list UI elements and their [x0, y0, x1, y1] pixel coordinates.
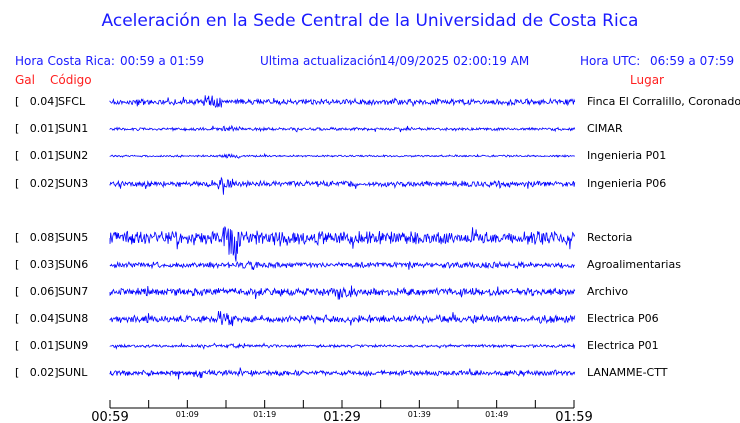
station-place: Agroalimentarias — [587, 258, 681, 271]
station-place: Electrica P01 — [587, 339, 659, 352]
seismic-trace — [109, 95, 576, 109]
gal-column-header: Gal — [15, 73, 35, 87]
update-label: Ultima actualización: — [260, 54, 386, 68]
station-place: Finca El Corralillo, Coronado — [587, 95, 740, 108]
station-gal: [ 0.01] — [15, 122, 59, 135]
station-place: Rectoria — [587, 231, 633, 244]
station-place: LANAMME-CTT — [587, 366, 668, 379]
station-code: SUN8 — [58, 312, 89, 325]
station-place: CIMAR — [587, 122, 623, 135]
station-code: SUN3 — [58, 177, 89, 190]
seismic-trace — [109, 311, 576, 327]
station-place: Ingenieria P01 — [587, 149, 667, 162]
station-code: SUN2 — [58, 149, 89, 162]
seismic-trace — [109, 226, 576, 262]
seismic-trace — [109, 152, 575, 159]
station-gal: [ 0.04] — [15, 312, 59, 325]
station-code: SFCL — [58, 95, 86, 108]
time-tick-label: 01:09 — [176, 410, 199, 419]
update-value: 14/09/2025 02:00:19 AM — [380, 54, 530, 68]
station-code: SUN6 — [58, 258, 89, 271]
time-tick-label: 01:39 — [408, 410, 431, 419]
seismic-trace — [109, 124, 576, 133]
station-gal: [ 0.02] — [15, 366, 59, 379]
page-title: Aceleración en la Sede Central de la Uni… — [101, 11, 639, 31]
station-place: Archivo — [587, 285, 629, 298]
seismic-trace — [109, 342, 576, 350]
station-gal: [ 0.03] — [15, 258, 59, 271]
utc-time-range: 06:59 a 07:59 — [650, 54, 735, 68]
station-gal: [ 0.02] — [15, 177, 59, 190]
station-code: SUN5 — [58, 231, 89, 244]
time-tick-label: 01:19 — [253, 410, 276, 419]
seismic-trace — [109, 367, 576, 380]
code-column-header: Código — [50, 73, 92, 87]
seismic-trace — [109, 260, 575, 271]
place-column-header: Lugar — [630, 73, 664, 87]
time-tick-label: 00:59 — [91, 410, 128, 423]
station-code: SUNL — [58, 366, 88, 379]
station-code: SUN7 — [58, 285, 89, 298]
cr-time-label: Hora Costa Rica: — [15, 54, 115, 68]
cr-time-range: 00:59 a 01:59 — [120, 54, 205, 68]
seismic-trace — [109, 176, 576, 195]
station-place: Electrica P06 — [587, 312, 659, 325]
station-code: SUN1 — [58, 122, 89, 135]
station-gal: [ 0.08] — [15, 231, 59, 244]
station-place: Ingenieria P06 — [587, 177, 667, 190]
station-code: SUN9 — [58, 339, 89, 352]
seismic-trace — [109, 285, 576, 300]
time-tick-label: 01:29 — [323, 410, 360, 423]
station-gal: [ 0.04] — [15, 95, 59, 108]
station-gal: [ 0.01] — [15, 149, 59, 162]
utc-time-label: Hora UTC: — [580, 54, 641, 68]
time-tick-label: 01:49 — [485, 410, 508, 419]
station-gal: [ 0.06] — [15, 285, 59, 298]
station-gal: [ 0.01] — [15, 339, 59, 352]
time-tick-label: 01:59 — [555, 410, 592, 423]
